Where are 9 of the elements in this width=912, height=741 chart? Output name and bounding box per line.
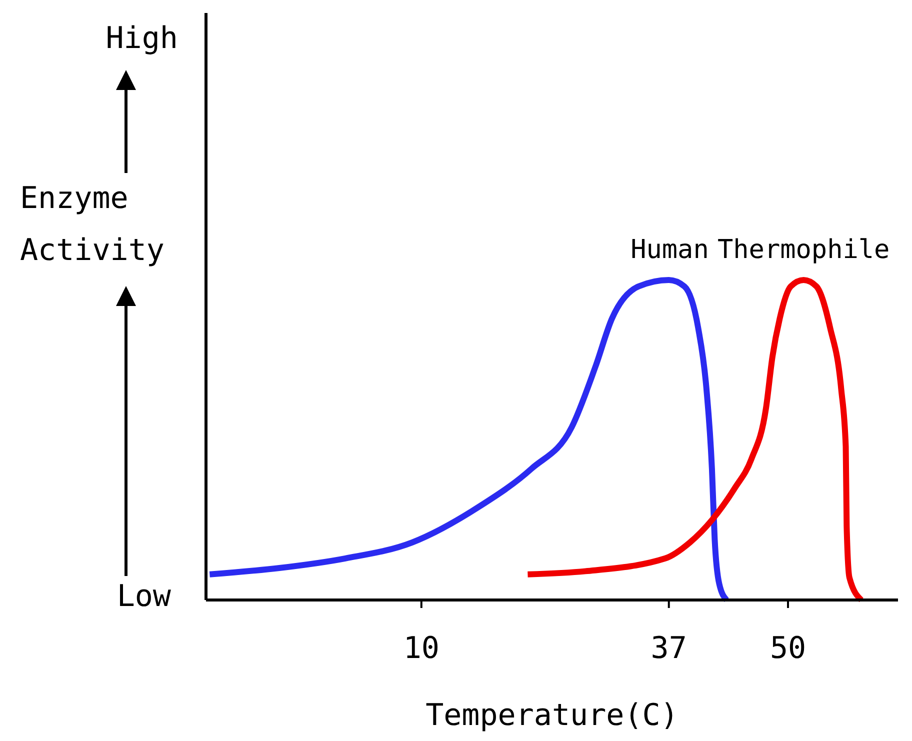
x-tick-label: 10 (403, 631, 440, 666)
x-axis-title: Temperature(C) (426, 698, 678, 733)
series-label: Human (630, 235, 709, 265)
series-label: Thermophile (718, 235, 890, 265)
text: High (106, 21, 178, 56)
x-tick-label: 50 (770, 631, 806, 666)
x-tick-label: 37 (650, 631, 687, 666)
text: Low (116, 579, 172, 614)
y-axis-title: Enzyme Activity (20, 181, 164, 268)
